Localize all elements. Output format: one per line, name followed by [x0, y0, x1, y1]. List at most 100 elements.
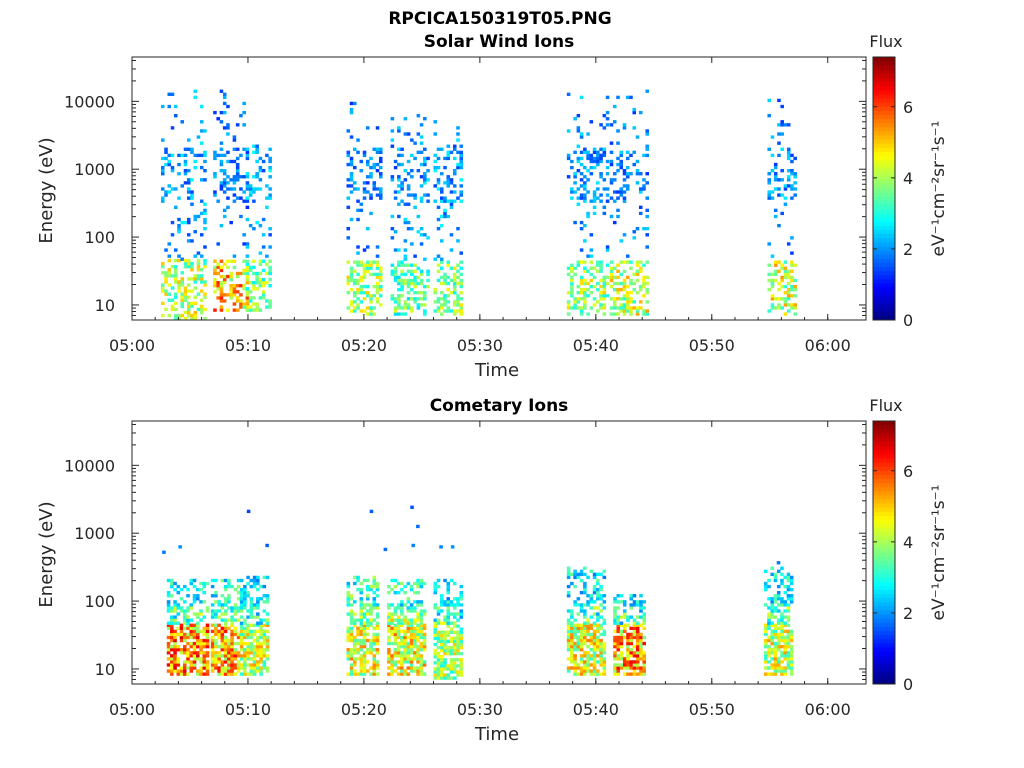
flux-cell — [602, 178, 607, 182]
flux-cell — [632, 654, 637, 658]
flux-cell — [592, 651, 597, 655]
flux-cell — [770, 609, 774, 613]
flux-cell — [579, 178, 584, 182]
flux-cell — [242, 175, 246, 179]
flux-cell — [259, 666, 263, 670]
flux-cell — [436, 297, 441, 301]
flux-cell — [763, 626, 768, 630]
flux-cell — [586, 666, 590, 670]
flux-cell — [369, 666, 373, 670]
flux-cell — [446, 597, 451, 601]
flux-cell — [397, 300, 401, 304]
flux-cell — [439, 609, 444, 613]
flux-cell — [433, 673, 438, 677]
flux-cell — [349, 190, 354, 194]
flux-cell — [613, 644, 617, 649]
flux-cell — [346, 129, 351, 133]
flux-cell — [393, 648, 398, 652]
flux-cell — [397, 281, 401, 286]
flux-cell — [248, 190, 253, 194]
flux-cell — [596, 612, 600, 616]
flux-cell — [586, 638, 590, 643]
flux-cell — [638, 266, 643, 270]
flux-cell — [349, 278, 354, 283]
flux-cell — [613, 638, 617, 643]
flux-cell — [349, 110, 354, 115]
flux-cell — [403, 657, 407, 661]
flux-cell — [576, 575, 581, 580]
flux-cell — [422, 660, 427, 664]
flux-cell — [446, 178, 451, 182]
flux-cell — [400, 162, 404, 167]
flux-cell — [378, 303, 383, 307]
flux-cell — [777, 193, 781, 197]
flux-cell — [589, 632, 594, 637]
flux-cell — [645, 275, 649, 280]
flux-cell — [226, 104, 230, 109]
flux-cell — [770, 621, 774, 625]
flux-cell — [230, 660, 234, 664]
flux-cell — [400, 612, 404, 616]
flux-cell — [573, 600, 577, 604]
flux-cell — [192, 594, 197, 598]
flux-cell — [780, 123, 784, 127]
flux-cell — [349, 156, 354, 161]
flux-cell — [777, 132, 781, 136]
flux-cell — [605, 199, 610, 203]
flux-cell — [786, 597, 791, 601]
flux-cell — [576, 168, 581, 173]
flux-cell — [192, 635, 197, 640]
flux-cell — [573, 181, 577, 185]
flux-cell — [227, 618, 231, 622]
flux-cell — [397, 312, 401, 316]
flux-cell — [180, 280, 185, 284]
flux-cell — [202, 591, 207, 595]
flux-cell — [393, 606, 398, 610]
flux-cell — [616, 635, 621, 640]
flux-cell — [419, 600, 424, 604]
flux-cell — [362, 263, 367, 267]
flux-cell — [416, 150, 421, 155]
colorbar-segment — [873, 93, 895, 99]
colorbar-segment — [873, 486, 895, 492]
flux-cell — [570, 284, 574, 289]
flux-cell — [346, 275, 351, 280]
flux-cell — [265, 600, 270, 604]
flux-cell — [446, 633, 451, 637]
flux-cell — [459, 144, 464, 148]
flux-cell — [199, 638, 203, 643]
flux-cell — [177, 313, 181, 318]
flux-cell — [763, 660, 768, 664]
flux-cell — [645, 196, 649, 200]
flux-cell — [642, 663, 646, 667]
flux-cell — [252, 606, 257, 610]
flux-cell — [390, 272, 395, 277]
flux-cell — [422, 648, 427, 652]
flux-cell — [346, 205, 351, 209]
flux-cell — [378, 272, 383, 277]
flux-cell — [252, 648, 257, 652]
flux-cell — [436, 621, 441, 625]
flux-cell — [199, 199, 204, 203]
flux-cell — [255, 271, 259, 276]
flux-cell — [256, 587, 260, 592]
colorbar-segment — [873, 642, 895, 648]
flux-cell — [393, 651, 398, 655]
flux-cell — [164, 162, 168, 167]
flux-cell — [222, 184, 227, 188]
flux-cell — [416, 615, 420, 619]
flux-cell — [790, 236, 794, 240]
flux-cell — [413, 193, 417, 197]
flux-cell — [573, 272, 577, 277]
flux-cell — [226, 123, 230, 127]
flux-cell — [256, 654, 260, 658]
flux-cell — [265, 629, 270, 634]
flux-cell — [369, 606, 373, 610]
flux-cell — [629, 641, 633, 646]
flux-cell — [378, 284, 383, 289]
flux-cell — [249, 657, 254, 661]
flux-cell — [196, 258, 201, 263]
flux-cell — [639, 651, 643, 655]
flux-cell — [246, 663, 250, 667]
flux-cell — [433, 630, 438, 634]
